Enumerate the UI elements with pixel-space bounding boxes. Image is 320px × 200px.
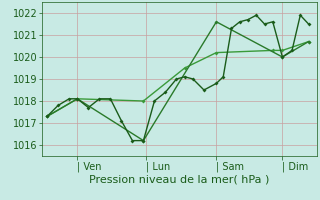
X-axis label: Pression niveau de la mer( hPa ): Pression niveau de la mer( hPa ) <box>89 175 269 185</box>
